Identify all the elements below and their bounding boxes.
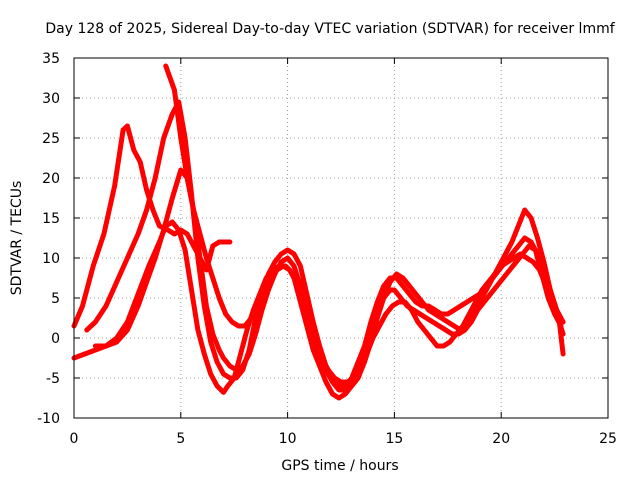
- y-tick-label: 10: [42, 251, 60, 267]
- y-tick-label: 25: [42, 131, 60, 147]
- y-tick-label: -5: [46, 371, 60, 387]
- series-line-track-2: [71, 219, 564, 401]
- y-tick-label: 0: [51, 331, 60, 347]
- y-axis-label: SDTVAR / TECUs: [9, 181, 25, 296]
- axis-ticks: [73, 57, 609, 419]
- x-tick-label: 5: [176, 431, 185, 447]
- x-axis-label: GPS time / hours: [281, 458, 398, 474]
- y-tick-label: 15: [42, 211, 60, 227]
- plot-frame: [73, 57, 609, 419]
- data-series: [71, 63, 566, 401]
- chart-title: Day 128 of 2025, Sidereal Day-to-day VTE…: [45, 21, 615, 37]
- y-tick-label: 35: [42, 51, 60, 67]
- y-tick-label: 30: [42, 91, 60, 107]
- x-tick-label: 10: [279, 431, 297, 447]
- series-line-track-5: [163, 63, 566, 385]
- y-tick-label: -10: [37, 411, 60, 427]
- tick-labels: 0 5 10 15 20 25 -10 -5 0 5 10 15 20 25 30 35: [37, 51, 617, 447]
- x-tick-label: 25: [599, 431, 617, 447]
- x-tick-label: 0: [70, 431, 79, 447]
- y-tick-label: 20: [42, 171, 60, 187]
- y-tick-label: 5: [51, 291, 60, 307]
- x-tick-label: 15: [385, 431, 403, 447]
- x-tick-label: 20: [492, 431, 510, 447]
